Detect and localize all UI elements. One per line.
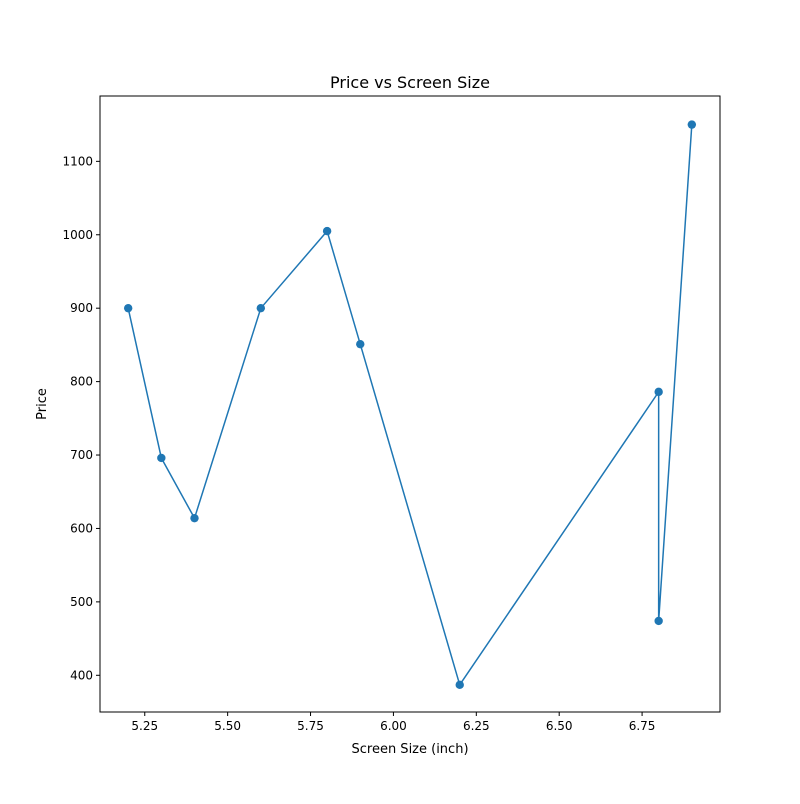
data-point bbox=[256, 303, 266, 313]
y-axis: 400 500 600 700 800 900 1000 1100 bbox=[62, 154, 100, 682]
x-tick-label: 5.25 bbox=[131, 719, 158, 733]
axes-frame bbox=[99, 95, 721, 713]
data-point bbox=[654, 387, 663, 397]
y-tick-label: 500 bbox=[70, 595, 93, 609]
data-point bbox=[123, 303, 133, 313]
y-tick-label: 800 bbox=[70, 375, 93, 389]
plot-area bbox=[127, 124, 693, 686]
data-point bbox=[322, 226, 332, 236]
y-tick-label: 1000 bbox=[62, 228, 93, 242]
data-point bbox=[455, 680, 464, 690]
y-tick-label: 600 bbox=[70, 521, 93, 535]
x-tick-label: 5.75 bbox=[297, 719, 324, 733]
data-point bbox=[190, 513, 199, 523]
x-axis: 5.25 5.50 5.75 6.00 6.25 6.50 6.75 bbox=[131, 712, 655, 733]
x-axis-label: Screen Size (inch) bbox=[351, 742, 468, 757]
data-markers bbox=[123, 120, 697, 690]
data-point bbox=[687, 120, 697, 129]
data-point bbox=[356, 339, 365, 349]
series-line bbox=[127, 124, 693, 686]
chart-title: Price vs Screen Size bbox=[330, 73, 490, 92]
y-tick-label: 1100 bbox=[62, 154, 93, 168]
data-point bbox=[157, 453, 166, 463]
y-axis-label: Price bbox=[35, 388, 50, 420]
x-tick-label: 6.75 bbox=[629, 719, 656, 733]
x-tick-label: 6.00 bbox=[380, 719, 407, 733]
x-tick-label: 6.25 bbox=[463, 719, 490, 733]
y-tick-label: 900 bbox=[70, 301, 93, 315]
y-tick-label: 700 bbox=[70, 448, 93, 462]
y-tick-label: 400 bbox=[70, 668, 93, 682]
data-point bbox=[654, 616, 663, 626]
x-tick-label: 5.50 bbox=[214, 719, 241, 733]
x-tick-label: 6.50 bbox=[546, 719, 573, 733]
